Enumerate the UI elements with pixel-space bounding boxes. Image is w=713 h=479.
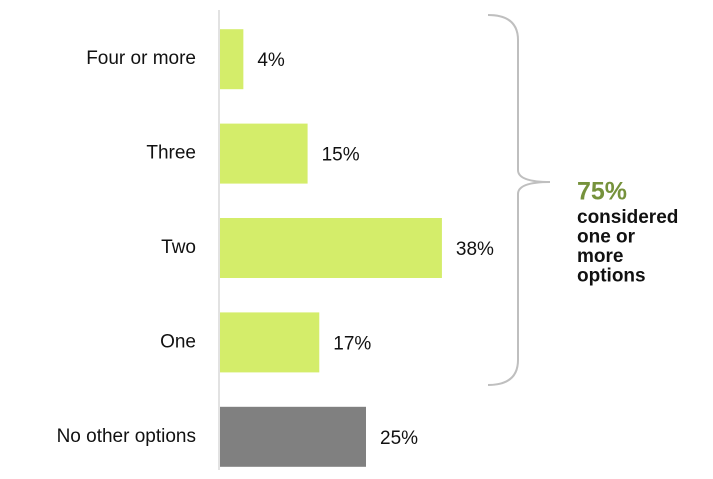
value-label: 25% [380,428,418,449]
bar [220,123,308,184]
annotation-text: considered [577,207,678,228]
annotation-text: one or [577,227,636,248]
annotation-text: more [577,246,623,267]
value-label: 15% [322,145,360,166]
value-label: 17% [333,333,371,354]
annotation-text: options [577,266,646,287]
category-label: Four or more [86,48,196,69]
value-label: 4% [257,50,285,71]
category-label: Two [161,237,196,258]
bar [220,312,320,373]
bar [220,406,366,467]
category-label: One [160,331,196,352]
category-label: No other options [57,426,196,447]
brace [487,14,551,386]
bar [220,218,442,278]
value-label: 38% [456,239,494,260]
category-label: Three [146,143,196,164]
bar [220,29,244,90]
annotation-value: 75% [577,178,627,206]
